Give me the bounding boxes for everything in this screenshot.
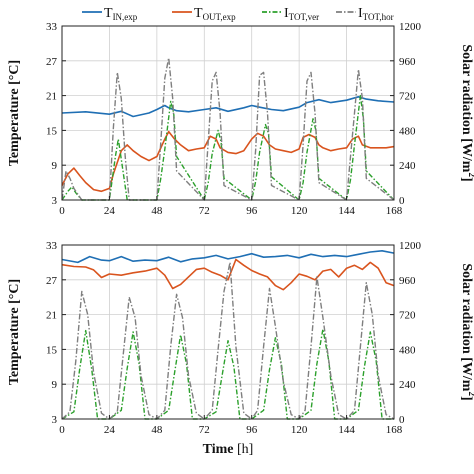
y-right-tick-label: 720 xyxy=(399,310,416,322)
y-right-axis-label-main: Solar radiation [W/m xyxy=(459,263,474,391)
y-right-tick-label: 960 xyxy=(399,275,416,287)
y-right-tick-label: 1200 xyxy=(399,21,422,33)
y-right-tick-label: 960 xyxy=(399,56,416,68)
series-line-T_OUT,exp xyxy=(61,130,395,193)
x-tick-label: 48 xyxy=(151,205,163,217)
y-left-tick-label: 9 xyxy=(52,379,58,391)
legend-label-T_OUT,exp: TOUT,exp xyxy=(194,6,236,22)
y-right-axis-label: Solar radiation [W/m2] xyxy=(459,44,474,181)
y-left-tick-label: 21 xyxy=(46,310,57,322)
legend-label-T_IN,exp: TIN,exp xyxy=(104,6,138,22)
x-tick-label: 0 xyxy=(59,424,65,436)
y-left-axis-label: Temperature [°C] xyxy=(7,279,22,385)
y-left-axis-label: Temperature [°C] xyxy=(7,60,22,166)
y-right-axis-label-main: Solar radiation [W/m xyxy=(459,44,474,172)
legend-label-main: T xyxy=(194,6,203,21)
x-tick-label: 120 xyxy=(291,205,308,217)
series-line-I_TOT,ver xyxy=(61,328,394,420)
y-right-tick-label: 0 xyxy=(399,195,405,207)
y-right-tick-label: 240 xyxy=(399,379,416,391)
y-right-tick-label: 480 xyxy=(399,125,416,137)
y-left-tick-label: 33 xyxy=(46,21,58,33)
y-right-axis-label-sup: 2 xyxy=(467,172,474,177)
top-panel: 0 24 48 72 96 120 144 168 3 9 15 21 27 33 0 240 480 720 96… xyxy=(7,21,474,217)
x-tick-label: 24 xyxy=(104,205,116,217)
x-tick-label: 24 xyxy=(104,424,116,436)
x-tick-label: 48 xyxy=(151,424,163,436)
y-left-tick-label: 27 xyxy=(46,275,58,287)
x-tick-label: 96 xyxy=(246,424,258,436)
y-right-tick-label: 240 xyxy=(399,160,416,172)
y-right-tick-label: 0 xyxy=(399,414,405,426)
y-right-tick-label: 480 xyxy=(399,344,416,356)
x-tick-label: 120 xyxy=(291,424,308,436)
legend-label-main: I xyxy=(284,6,289,21)
y-right-axis-label-end: ] xyxy=(459,177,474,182)
bottom-panel: 0 24 48 72 96 120 144 168 3 9 15 21 27 33 0 240 480 720 96… xyxy=(7,240,474,457)
y-left-tick-label: 27 xyxy=(46,56,58,68)
x-axis-label-main: Time xyxy=(203,442,234,457)
y-left-tick-label: 15 xyxy=(46,125,58,137)
series-line-I_TOT,ver xyxy=(61,94,395,201)
plot-frame xyxy=(61,25,395,201)
x-tick-label: 168 xyxy=(386,424,403,436)
x-tick-label: 96 xyxy=(246,205,258,217)
y-left-tick-label: 3 xyxy=(52,195,58,207)
legend-label-I_TOT,hor: ITOT,hor xyxy=(358,6,394,22)
series-line-T_IN,exp xyxy=(61,250,395,264)
y-right-axis-label-sup: 2 xyxy=(467,391,474,396)
legend-label-sub: TOT,ver xyxy=(289,12,319,22)
y-left-tick-label: 33 xyxy=(46,240,58,252)
series-line-I_TOT,hor xyxy=(61,261,395,420)
x-tick-label: 0 xyxy=(59,205,65,217)
legend-label-main: T xyxy=(104,6,113,21)
legend-label-I_TOT,ver: ITOT,ver xyxy=(284,6,319,22)
series-line-T_IN,exp xyxy=(61,96,395,118)
legend-label-sub: IN,exp xyxy=(113,12,138,22)
x-axis-label: Time [h] xyxy=(203,442,254,457)
series-line-I_TOT,hor xyxy=(61,57,395,201)
y-right-tick-label: 720 xyxy=(399,91,416,103)
x-tick-label: 144 xyxy=(338,424,355,436)
y-right-axis-label-end: ] xyxy=(459,396,474,401)
legend: TIN,exp TOUT,exp ITOT,ver ITOT,hor xyxy=(82,6,394,22)
y-left-tick-label: 9 xyxy=(52,160,58,172)
legend-label-main: I xyxy=(358,6,363,21)
y-left-tick-label: 21 xyxy=(46,91,57,103)
y-left-tick-label: 3 xyxy=(52,414,58,426)
y-left-tick-label: 15 xyxy=(46,344,58,356)
x-tick-label: 168 xyxy=(386,205,403,217)
legend-label-sub: TOT,hor xyxy=(363,12,394,22)
legend-label-sub: OUT,exp xyxy=(203,12,237,22)
x-tick-label: 72 xyxy=(199,424,210,436)
x-tick-label: 144 xyxy=(338,205,355,217)
y-right-axis-label: Solar radiation [W/m2] xyxy=(459,263,474,400)
plot-frame xyxy=(61,244,395,420)
x-axis-label-unit: [h] xyxy=(234,442,254,457)
y-right-tick-label: 1200 xyxy=(399,240,422,252)
series-line-T_OUT,exp xyxy=(61,258,395,291)
x-tick-label: 72 xyxy=(199,205,210,217)
